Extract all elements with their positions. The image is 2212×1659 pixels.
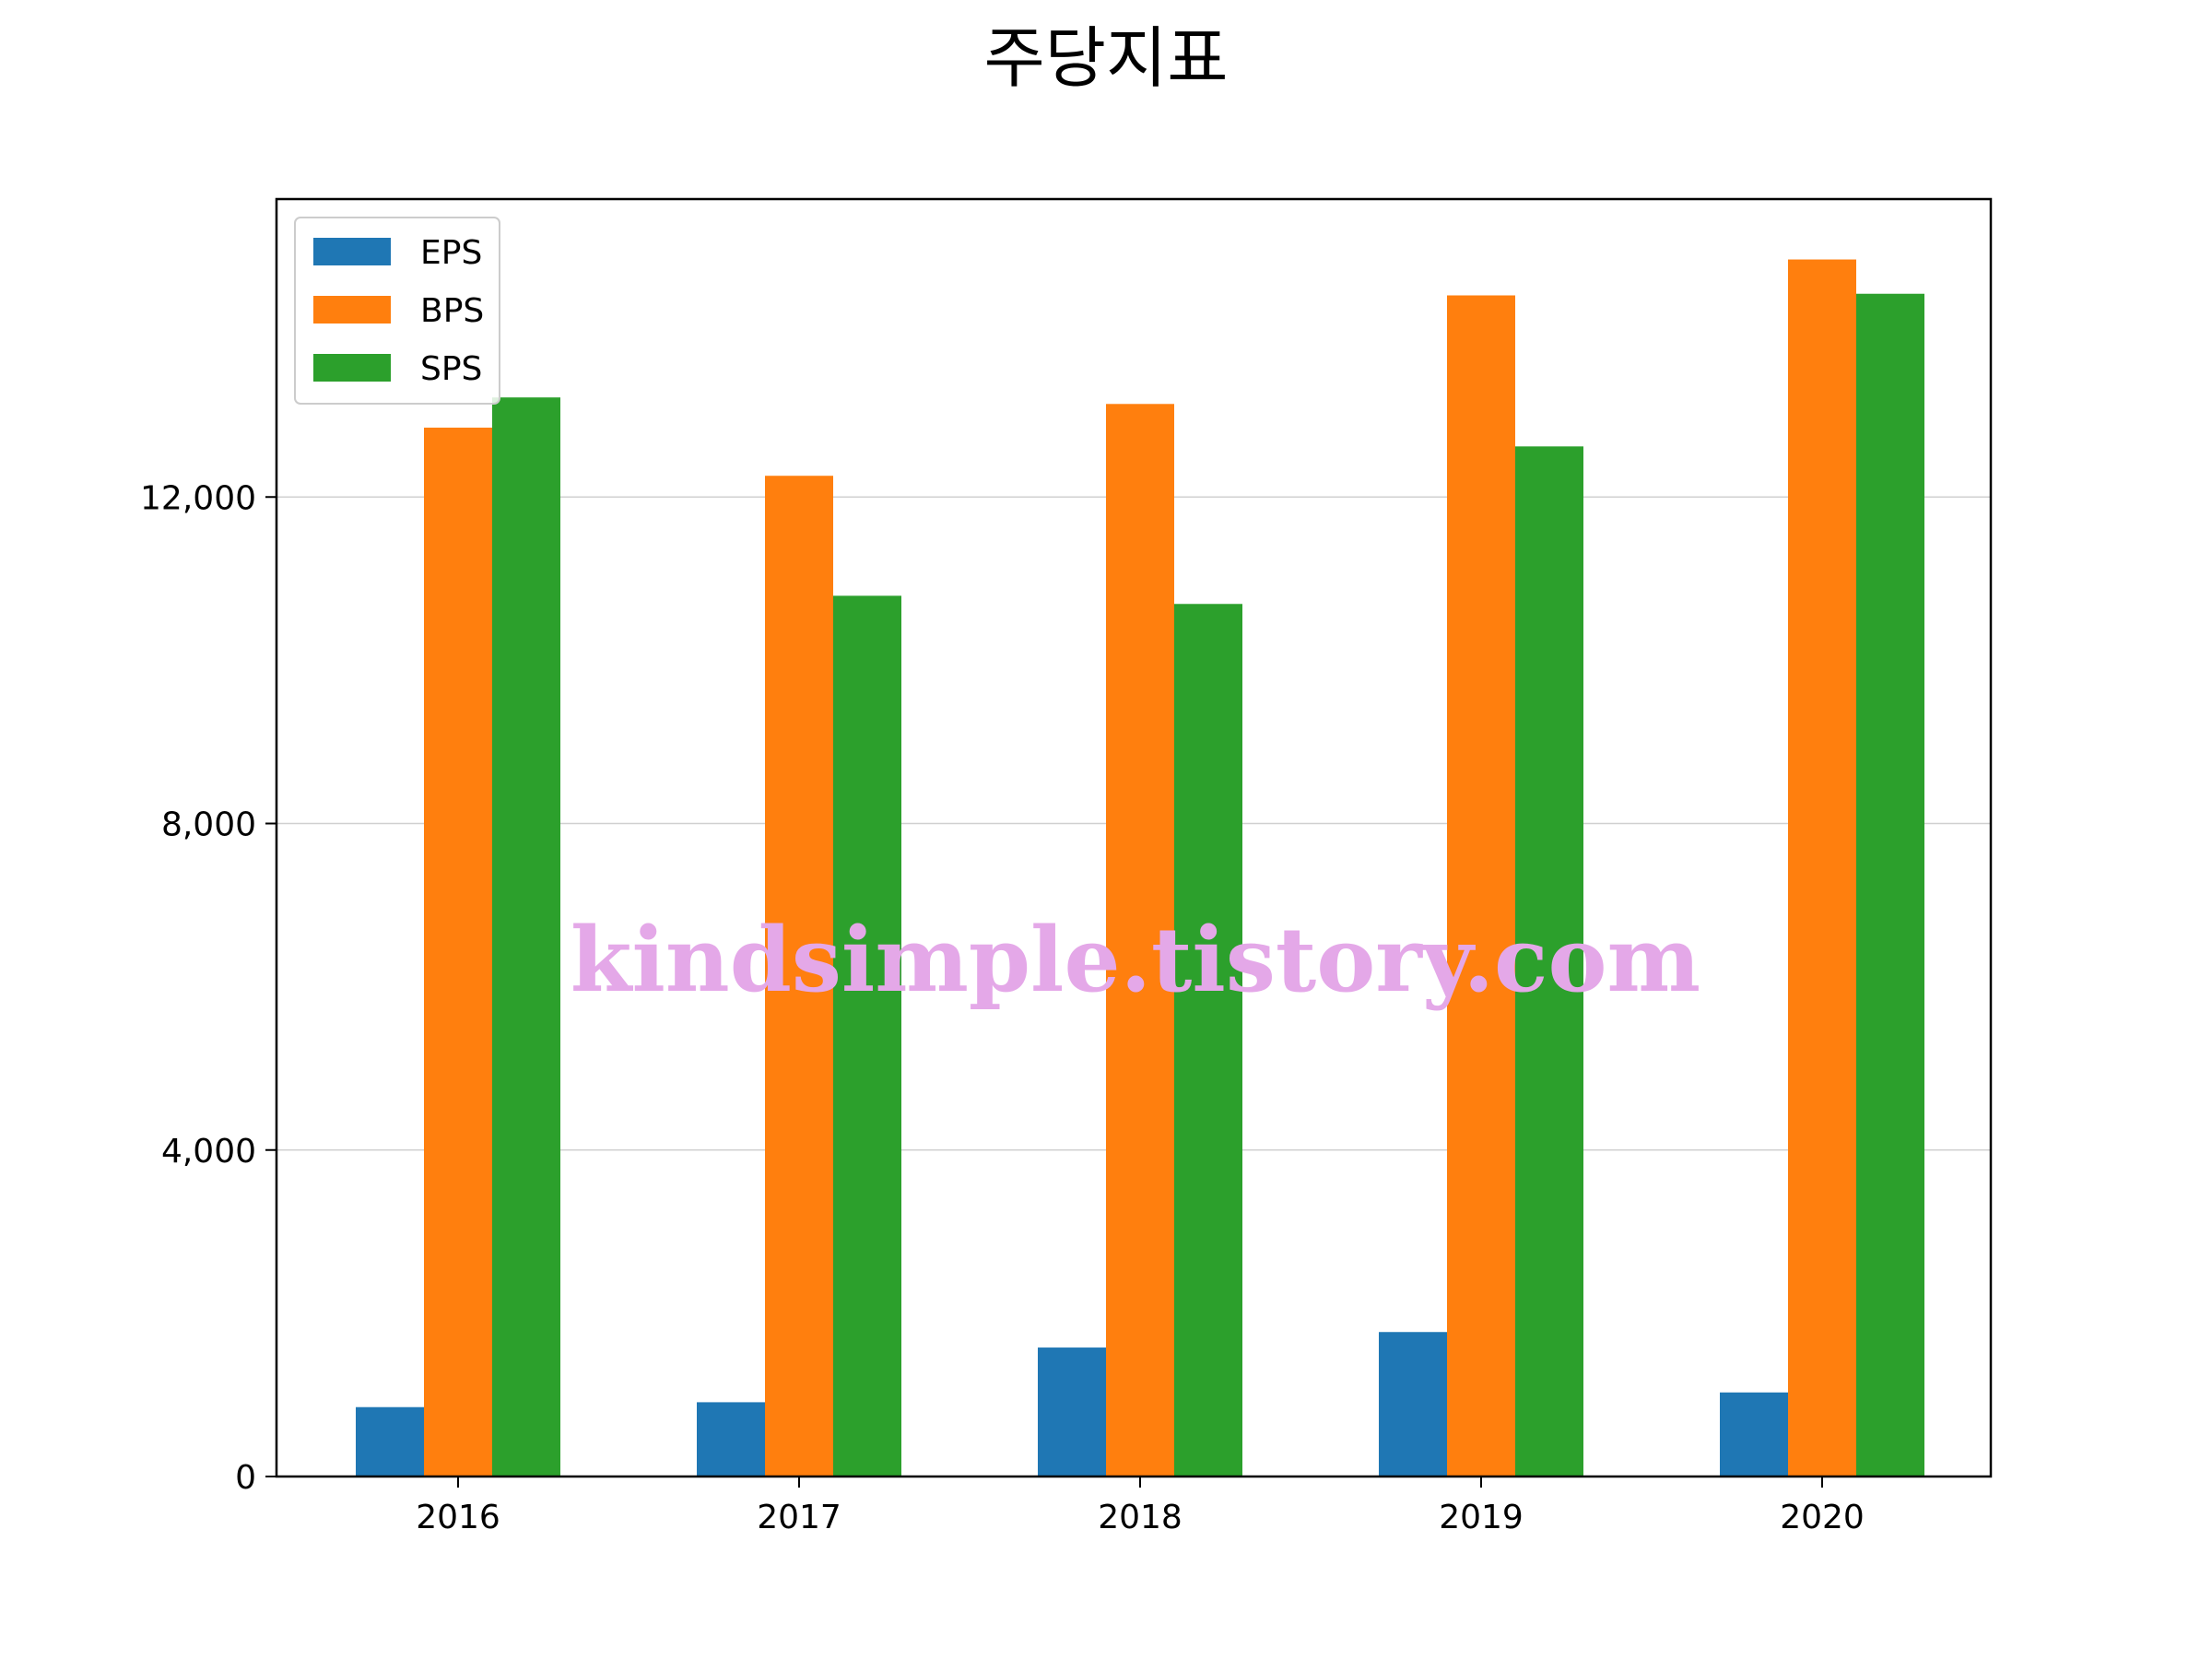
legend-label-sps: SPS bbox=[420, 350, 482, 388]
x-axis-ticks: 2016 2017 2018 2019 2020 bbox=[416, 1477, 1865, 1536]
y-tick-label: 8,000 bbox=[161, 806, 256, 844]
legend-label-eps: EPS bbox=[420, 234, 482, 272]
y-axis-ticks: 0 4,000 8,000 12,000 bbox=[140, 479, 276, 1497]
y-tick-label: 0 bbox=[235, 1459, 256, 1497]
y-tick-label: 12,000 bbox=[140, 479, 256, 517]
bar-sps-2016 bbox=[492, 397, 560, 1477]
x-tick-label: 2018 bbox=[1098, 1499, 1182, 1536]
bars bbox=[356, 259, 1924, 1477]
chart-title: 주당지표 bbox=[984, 19, 1229, 97]
x-tick-label: 2016 bbox=[416, 1499, 500, 1536]
x-tick-label: 2019 bbox=[1439, 1499, 1524, 1536]
legend-swatch-bps bbox=[313, 296, 391, 324]
bar-eps-2018 bbox=[1038, 1347, 1106, 1477]
bar-bps-2019 bbox=[1447, 295, 1515, 1477]
bar-bps-2020 bbox=[1788, 259, 1856, 1477]
bar-bps-2017 bbox=[765, 476, 833, 1477]
bar-sps-2018 bbox=[1174, 604, 1242, 1477]
bar-sps-2020 bbox=[1856, 293, 1924, 1477]
bar-bps-2018 bbox=[1106, 404, 1174, 1477]
bar-eps-2019 bbox=[1379, 1332, 1447, 1477]
bar-sps-2019 bbox=[1515, 446, 1583, 1477]
legend-swatch-eps bbox=[313, 238, 391, 265]
legend-swatch-sps bbox=[313, 354, 391, 382]
x-tick-label: 2020 bbox=[1780, 1499, 1865, 1536]
watermark: kindsimple.tistory.com bbox=[571, 908, 1700, 1012]
bar-eps-2020 bbox=[1720, 1392, 1788, 1477]
bar-eps-2017 bbox=[697, 1402, 765, 1477]
bar-eps-2016 bbox=[356, 1406, 424, 1477]
plot-frame bbox=[275, 197, 1993, 1478]
bar-bps-2016 bbox=[424, 427, 492, 1477]
y-tick-label: 4,000 bbox=[161, 1133, 256, 1171]
legend: EPS BPS SPS bbox=[294, 217, 500, 405]
x-tick-label: 2017 bbox=[757, 1499, 841, 1536]
bar-sps-2017 bbox=[833, 595, 901, 1477]
legend-label-bps: BPS bbox=[420, 292, 484, 330]
